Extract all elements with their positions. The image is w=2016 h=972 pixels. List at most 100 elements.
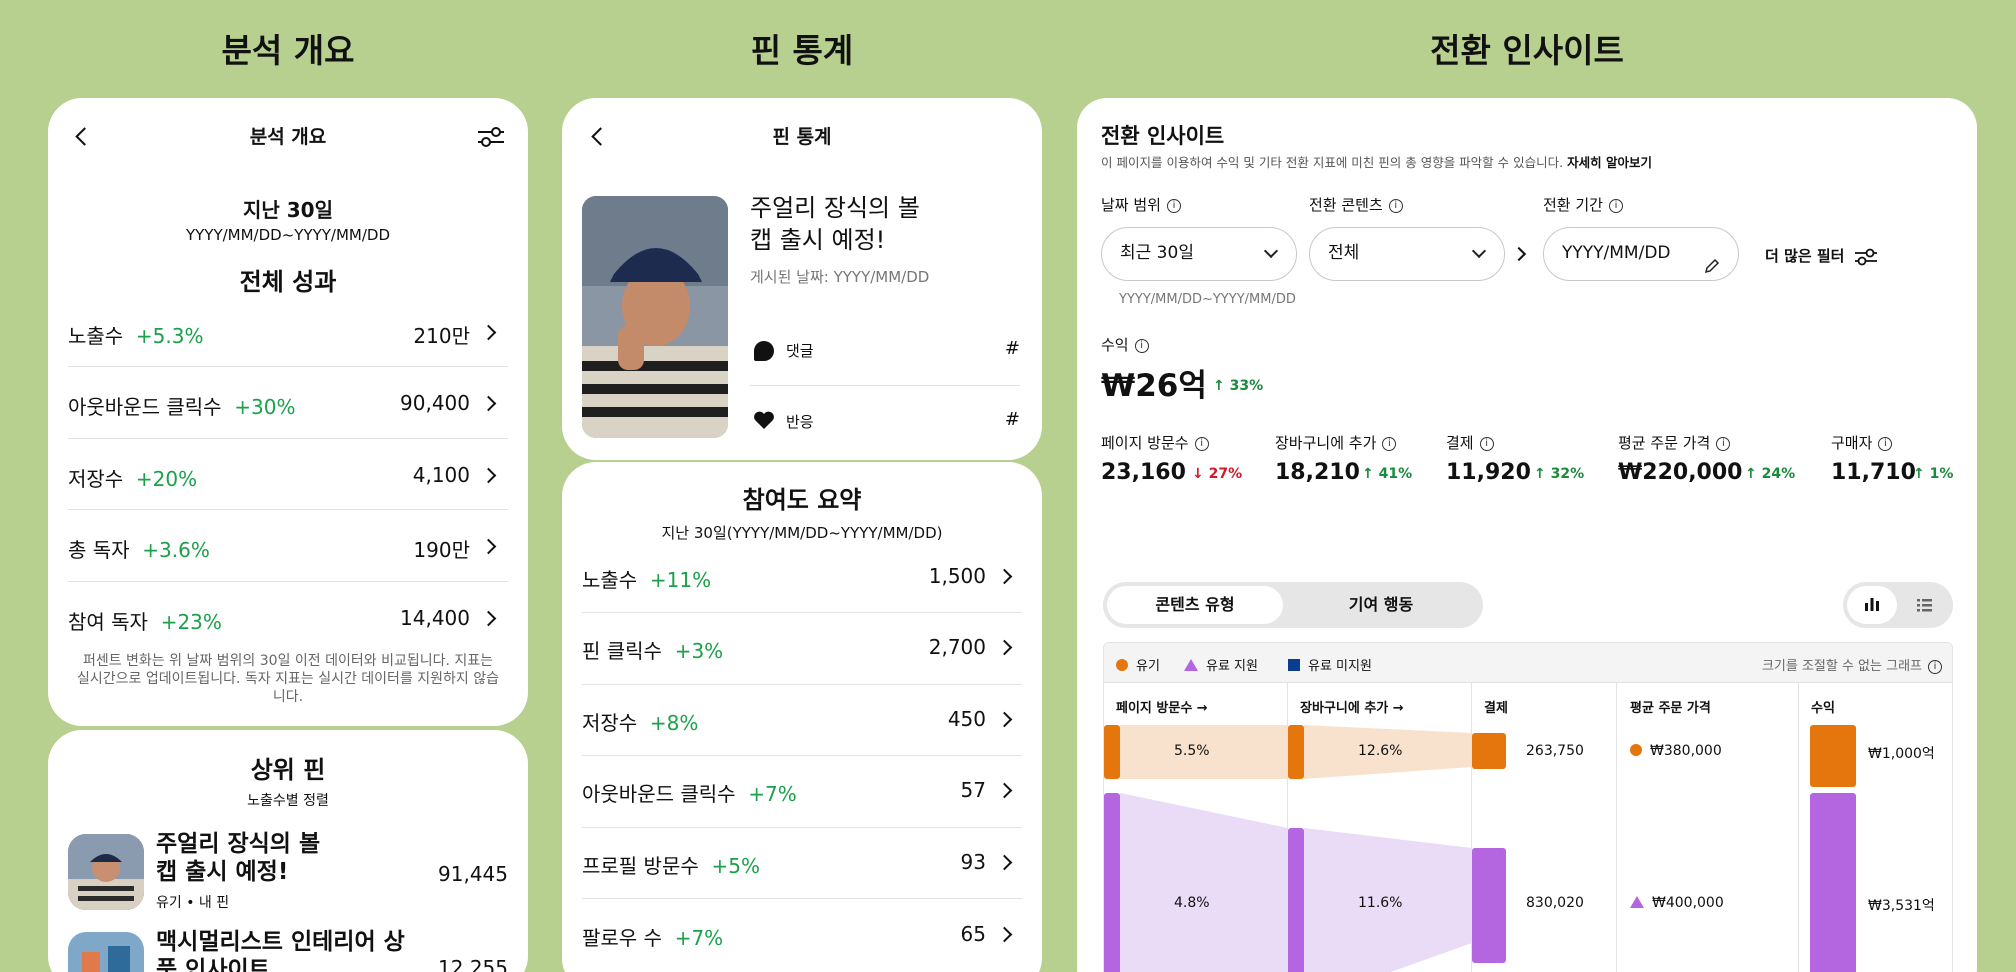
revenue-change: ↑ 33% xyxy=(1213,378,1264,394)
reactions-value: # xyxy=(1004,409,1020,430)
chart-legend: 유기 유료 지원 유료 미지원 크기를 조절할 수 없는 그래프 i xyxy=(1104,643,1952,683)
pin-card: 핀 통계 주얼리 장식의 볼캡 출시 예정! 게시된 날짜: YYYY/MM/D… xyxy=(562,98,1042,460)
date-range-label: 날짜 범위 i xyxy=(1101,194,1181,215)
bar-chart-icon xyxy=(1865,598,1879,611)
top-pins-title: 상위 핀 xyxy=(250,756,326,784)
conversion-card: 전환 인사이트 이 페이지를 이용하여 수익 및 기타 전환 지표에 미친 핀의… xyxy=(1077,98,1977,972)
tab-content-type[interactable]: 콘텐츠 유형 xyxy=(1107,586,1283,624)
engagement-label: 아웃바운드 클릭수 +7% xyxy=(582,782,797,806)
filter-icon xyxy=(1854,248,1877,265)
engagement-label: 프로필 방문수 +5% xyxy=(582,854,760,878)
comments-value: # xyxy=(1004,338,1020,359)
chevron-right-icon xyxy=(1511,246,1527,262)
bar-chart-view-button[interactable] xyxy=(1847,586,1897,624)
col-header-cart[interactable]: 장바구니에 추가 → xyxy=(1300,701,1404,716)
info-icon[interactable]: i xyxy=(1608,198,1623,213)
reactions-label: 반응 xyxy=(786,413,814,431)
posted-date: 게시된 날짜: YYYY/MM/DD xyxy=(750,268,930,286)
legend-organic: 유기 xyxy=(1116,655,1160,674)
engagement-value: 65 xyxy=(960,922,986,946)
period-input[interactable]: YYYY/MM/DD xyxy=(1543,227,1739,281)
organic-revenue-bar[interactable] xyxy=(1810,725,1856,787)
engagement-label: 노출수 +11% xyxy=(582,568,712,592)
engagement-card: 참여도 요약 지난 30일(YYYY/MM/DD~YYYY/MM/DD) 노출수… xyxy=(562,462,1042,972)
paid-marker xyxy=(1630,896,1644,908)
chevron-right-icon xyxy=(996,639,1013,656)
heart-icon xyxy=(753,410,775,434)
chevron-right-icon xyxy=(480,610,497,627)
engagement-value: 93 xyxy=(960,850,986,874)
metric-value: 190만 xyxy=(413,538,470,562)
metric-label: 저장수 +20% xyxy=(68,467,198,491)
col-header-revenue: 수익 xyxy=(1811,701,1835,716)
paid-visits-bar[interactable] xyxy=(1104,793,1120,972)
organic-visits-bar[interactable] xyxy=(1104,725,1120,779)
comments-label: 댓글 xyxy=(786,342,814,360)
info-icon[interactable]: i xyxy=(1479,436,1494,451)
col-header-aov: 평균 주문 가격 xyxy=(1630,701,1711,716)
range-title: 지난 30일 xyxy=(243,198,333,222)
info-icon[interactable]: i xyxy=(1134,338,1149,353)
col-header-visits[interactable]: 페이지 방문수 → xyxy=(1116,701,1208,716)
organic-aov: ₩380,000 xyxy=(1630,743,1722,759)
legend-paid-unsupported: 유료 미지원 xyxy=(1288,655,1372,674)
chevron-right-icon xyxy=(480,467,497,484)
chevron-down-icon xyxy=(1471,243,1487,259)
chevron-right-icon xyxy=(480,395,497,412)
pin-thumbnail xyxy=(68,932,144,972)
conversion-flow-chart: 유기 유료 지원 유료 미지원 크기를 조절할 수 없는 그래프 i 페이지 방문… xyxy=(1103,642,1953,972)
section-title-pin-stats: 핀 통계 xyxy=(750,31,854,70)
info-icon[interactable]: i xyxy=(1382,436,1397,451)
paid-aov: ₩400,000 xyxy=(1630,895,1724,911)
metric-value: 90,400 xyxy=(400,391,470,415)
view-tabs: 콘텐츠 유형 기여 행동 xyxy=(1103,582,1483,628)
info-icon[interactable]: i xyxy=(1878,436,1893,451)
organic-cart-bar[interactable] xyxy=(1288,725,1304,779)
range-dates: YYYY/MM/DD~YYYY/MM/DD xyxy=(185,226,391,244)
paid-checkout-bar[interactable] xyxy=(1472,848,1506,963)
metric-label: 총 독자 +3.6% xyxy=(68,538,210,562)
content-dropdown[interactable]: 전체 xyxy=(1309,227,1505,281)
col-header-checkout: 결제 xyxy=(1484,701,1508,716)
summary-title: 참여도 요약 xyxy=(742,486,862,514)
filter-settings-icon[interactable] xyxy=(476,126,506,148)
chevron-right-icon xyxy=(480,538,497,555)
summary-range: 지난 30일(YYYY/MM/DD~YYYY/MM/DD) xyxy=(661,524,943,542)
legend-paid-supported: 유료 지원 xyxy=(1184,655,1258,674)
section-title-overview: 분석 개요 xyxy=(221,31,355,70)
paid-cart-bar[interactable] xyxy=(1288,828,1304,972)
chevron-right-icon xyxy=(996,568,1013,585)
engagement-label: 핀 클릭수 +3% xyxy=(582,639,724,663)
metric-label: 아웃바운드 클릭수 +30% xyxy=(68,395,296,419)
info-icon[interactable]: i xyxy=(1388,198,1403,213)
top-pin-title: 주얼리 장식의 볼캡 출시 예정! xyxy=(156,831,321,885)
more-filters-button[interactable]: 더 많은 필터 xyxy=(1765,245,1878,266)
metric-value: 210만 xyxy=(413,324,470,348)
engagement-value: 1,500 xyxy=(928,564,986,588)
header-title: 분석 개요 xyxy=(249,126,327,148)
revenue-value: ₩26억 xyxy=(1101,368,1207,404)
list-view-button[interactable] xyxy=(1899,586,1949,624)
info-icon[interactable]: i xyxy=(1716,436,1731,451)
metric-label: 참여 독자 +23% xyxy=(68,610,222,634)
conversion-description: 이 페이지를 이용하여 수익 및 기타 전환 지표에 미친 핀의 총 영향을 파… xyxy=(1101,155,1652,170)
organic-revenue: ₩1,000억 xyxy=(1868,746,1935,762)
pin-image xyxy=(582,196,728,438)
info-icon[interactable]: i xyxy=(1194,436,1209,451)
date-range-sub: YYYY/MM/DD~YYYY/MM/DD xyxy=(1119,292,1296,307)
content-label: 전환 콘텐츠 i xyxy=(1309,194,1403,215)
organic-visit-rate: 5.5% xyxy=(1174,743,1210,759)
paid-revenue-bar[interactable] xyxy=(1810,793,1856,972)
date-range-dropdown[interactable]: 최근 30일 xyxy=(1101,227,1297,281)
info-icon[interactable]: i xyxy=(1166,198,1181,213)
pencil-icon xyxy=(1704,244,1720,295)
organic-checkout-bar[interactable] xyxy=(1472,733,1506,769)
engagement-value: 57 xyxy=(960,778,986,802)
chevron-right-icon xyxy=(996,854,1013,871)
learn-more-link[interactable]: 자세히 알아보기 xyxy=(1567,155,1652,170)
metric-label: 노출수 +5.3% xyxy=(68,324,204,348)
footnote: 퍼센트 변화는 위 날짜 범위의 30일 이전 데이터와 비교됩니다. 지표는 … xyxy=(77,653,499,705)
tab-attribution[interactable]: 기여 행동 xyxy=(1348,595,1414,614)
metric-value: 14,400 xyxy=(400,606,470,630)
info-icon[interactable]: i xyxy=(1928,659,1942,674)
